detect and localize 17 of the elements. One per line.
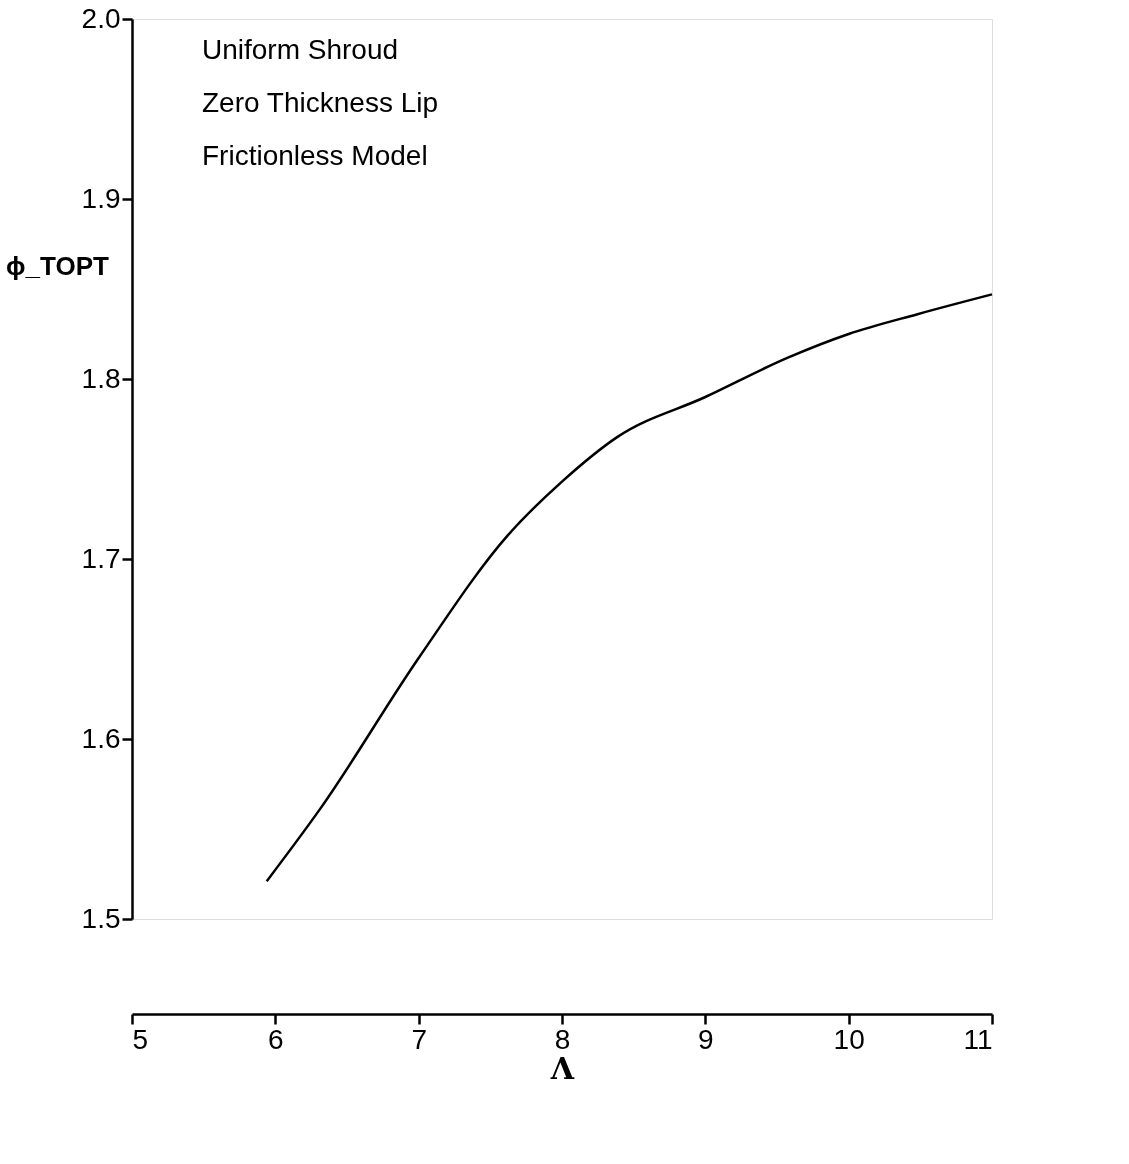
y-tick-label: 1.8: [81, 362, 121, 394]
x-tick-label: 6: [268, 1023, 284, 1055]
y-tick-label: 1.6: [81, 722, 121, 754]
y-axis-title: ϕ_TOPT: [6, 250, 110, 281]
y-tick-label: 1.7: [81, 542, 121, 574]
x-tick-label: 5: [132, 1023, 149, 1055]
x-tick-label: 10: [833, 1023, 865, 1055]
annotation: Uniform Shroud: [202, 34, 399, 65]
y-tick-label: 2.0: [81, 2, 121, 34]
annotation: Frictionless Model: [202, 140, 428, 171]
y-tick-label: 1.5: [81, 902, 121, 934]
x-tick-label: 7: [411, 1023, 427, 1055]
x-tick-label: 9: [698, 1023, 714, 1055]
annotation: Zero Thickness Lip: [202, 87, 439, 118]
y-tick-label: 1.9: [81, 182, 121, 214]
line-series: [265, 293, 994, 883]
x-tick-label: 11: [963, 1023, 993, 1055]
